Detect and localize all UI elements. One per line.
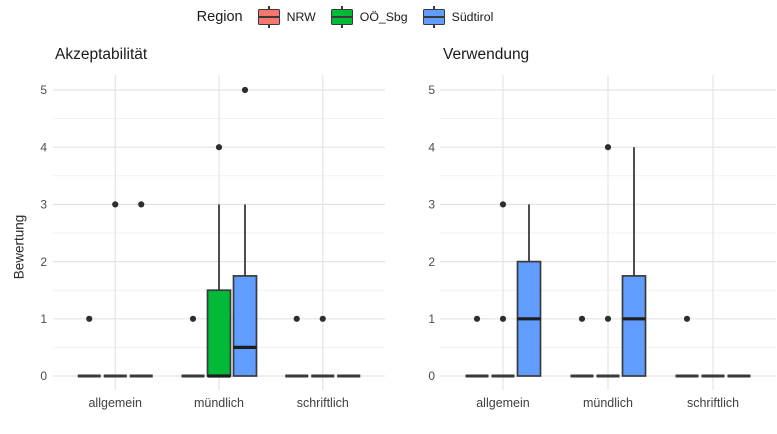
verwendung-boxplot-chart: 0 1 2 3 4 5 allgemein mündlich schriftlich [428, 75, 776, 410]
svg-text:1: 1 [428, 312, 435, 326]
svg-text:5: 5 [40, 83, 47, 97]
svg-text:schriftlich: schriftlich [687, 396, 739, 410]
legend-item-nrw: NRW [257, 6, 316, 28]
panel-title-akzeptabilitaet: Akzeptabilität [55, 46, 148, 63]
legend-label: OÖ_Sbg [359, 10, 408, 24]
svg-text:schriftlich: schriftlich [297, 396, 349, 410]
svg-text:5: 5 [428, 83, 435, 97]
boxplot-key-icon [422, 6, 445, 28]
svg-text:0: 0 [428, 369, 435, 383]
legend-title: Region [196, 9, 243, 25]
boxplot-key-icon [257, 6, 280, 28]
legend-label: Südtirol [451, 10, 494, 24]
panel-title-verwendung: Verwendung [443, 46, 530, 63]
svg-text:3: 3 [428, 198, 435, 212]
akzeptabilitaet-boxplot-chart: 0 1 2 3 4 5 allgemein mündlich schriftlich [40, 75, 385, 410]
svg-text:mündlich: mündlich [583, 396, 633, 410]
legend-item-suedtirol: Südtirol [422, 6, 494, 28]
legend-item-oeo-sbg: OÖ_Sbg [330, 6, 408, 28]
svg-text:3: 3 [40, 198, 47, 212]
svg-text:4: 4 [428, 140, 435, 154]
svg-text:1: 1 [40, 312, 47, 326]
y-axis-title: Bewertung [11, 214, 27, 280]
svg-text:2: 2 [40, 255, 47, 269]
svg-text:allgemein: allgemein [476, 396, 530, 410]
svg-text:0: 0 [40, 369, 47, 383]
svg-text:2: 2 [428, 255, 435, 269]
svg-text:4: 4 [40, 140, 47, 154]
legend: Region NRW OÖ_Sbg Südtirol [0, 3, 690, 31]
svg-text:allgemein: allgemein [88, 396, 142, 410]
boxplot-key-icon [330, 6, 353, 28]
legend-label: NRW [286, 10, 316, 24]
svg-text:mündlich: mündlich [194, 396, 244, 410]
